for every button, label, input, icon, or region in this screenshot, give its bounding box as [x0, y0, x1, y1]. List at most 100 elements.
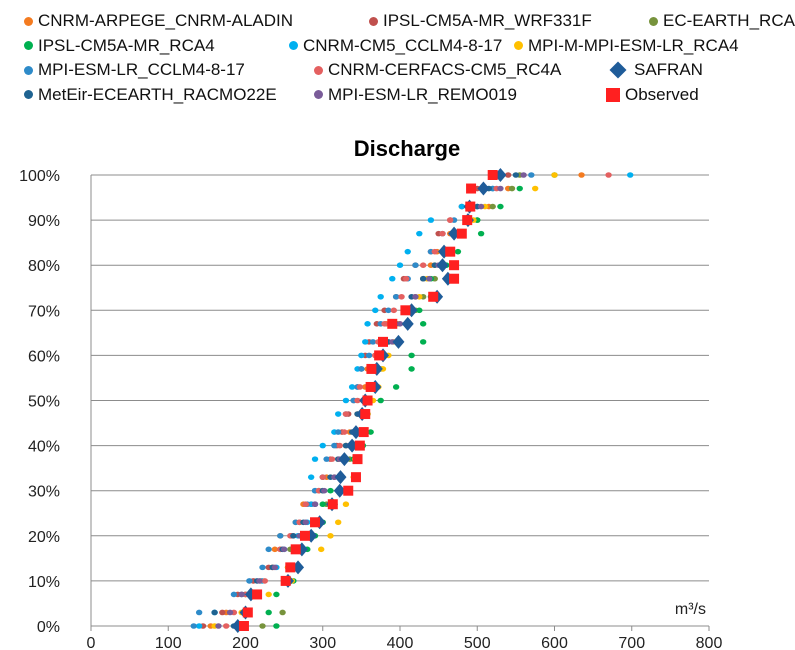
point-observed — [358, 427, 369, 438]
point-mpi-m-mpi-esm-lr-rca4 — [265, 591, 272, 598]
point-mpi-m-mpi-esm-lr-rca4 — [327, 533, 334, 539]
legend-swatch — [24, 90, 33, 99]
x-tick-label: 400 — [387, 635, 414, 650]
point-cnrm-cerfacs-cm5-rc4a — [342, 411, 350, 417]
point-observed — [290, 544, 301, 555]
point-ipsl-cm5a-mr-rca4 — [408, 352, 415, 359]
point-mpi-esm-lr-remo019 — [477, 203, 485, 210]
point-safran — [436, 258, 449, 273]
point-ipsl-cm5a-mr-rca4 — [327, 487, 334, 494]
point-cnrm-cerfacs-cm5-rc4a — [605, 172, 612, 178]
point-observed — [310, 517, 321, 528]
legend-swatch — [314, 90, 323, 99]
point-mpi-esm-lr-remo019 — [311, 501, 319, 508]
point-cnrm-cm5-cclm4-8-17 — [372, 307, 379, 314]
point-mpi-esm-lr-remo019 — [426, 275, 433, 282]
point-cnrm-cm5-cclm4-8-17 — [311, 456, 319, 462]
point-ipsl-cm5a-mr-rca4 — [408, 366, 415, 372]
point-mpi-esm-lr-remo019 — [396, 321, 404, 327]
point-cnrm-cm5-cclm4-8-17 — [335, 411, 342, 417]
point-cnrm-cm5-cclm4-8-17 — [416, 230, 423, 237]
point-observed — [242, 607, 253, 618]
legend-item: CNRM-ARPEGE_CNRM-ALADIN — [24, 10, 293, 32]
legend-swatch — [369, 16, 378, 26]
point-observed — [449, 260, 460, 271]
legend-swatch — [24, 16, 33, 26]
point-mpi-esm-lr-cclm4-8-17 — [365, 352, 373, 359]
legend-swatch — [24, 65, 33, 75]
y-tick-label: 100% — [19, 168, 60, 185]
point-cnrm-cerfacs-cm5-rc4a — [261, 578, 269, 584]
point-mpi-esm-lr-cclm4-8-17 — [412, 262, 419, 269]
point-ipsl-cm5a-mr-rca4 — [273, 591, 280, 598]
point-observed — [365, 381, 376, 392]
point-cnrm-cerfacs-cm5-rc4a — [319, 474, 326, 480]
point-ipsl-cm5a-mr-rca4 — [419, 321, 427, 327]
series-observed — [238, 170, 498, 631]
y-tick-label: 20% — [28, 529, 60, 546]
x-tick-label: 300 — [309, 635, 336, 650]
point-ipsl-cm5a-mr-rca4 — [377, 397, 384, 404]
point-observed — [366, 363, 377, 374]
legend-item: MPI-ESM-LR_CCLM4-8-17 — [24, 59, 245, 81]
point-ipsl-cm5a-mr-rca4 — [367, 429, 374, 435]
legend-label: MPI-ESM-LR_REMO019 — [328, 84, 517, 104]
point-mpi-esm-lr-remo019 — [256, 578, 263, 584]
point-meteir-ecearth-racmo22e — [211, 609, 218, 616]
point-cnrm-cerfacs-cm5-rc4a — [341, 429, 348, 435]
point-mpi-esm-lr-cclm4-8-17 — [190, 623, 197, 629]
point-observed — [466, 183, 477, 194]
point-mpi-esm-lr-cclm4-8-17 — [369, 339, 377, 345]
chart-legend: CNRM-ARPEGE_CNRM-ALADIN IPSL-CM5A-MR_WRF3… — [24, 10, 795, 128]
point-observed — [400, 305, 411, 316]
x-tick-label: 0 — [87, 635, 96, 650]
y-tick-label: 0% — [37, 619, 60, 636]
point-cnrm-cm5-cclm4-8-17 — [364, 321, 371, 327]
y-tick-label: 60% — [28, 348, 60, 365]
point-mpi-esm-lr-remo019 — [321, 487, 328, 494]
point-observed — [487, 170, 498, 180]
point-observed — [387, 318, 398, 329]
y-tick-label: 30% — [28, 484, 60, 501]
point-mpi-esm-lr-cclm4-8-17 — [246, 578, 253, 584]
point-mpi-esm-lr-remo019 — [412, 293, 419, 300]
legend-item: EC-EARTH_RCA4 — [649, 10, 795, 32]
legend-swatch — [514, 41, 523, 50]
point-cnrm-arpege-cnrm-aladin — [271, 546, 279, 553]
point-mpi-esm-lr-cclm4-8-17 — [358, 366, 365, 372]
point-mpi-esm-lr-remo019 — [520, 172, 527, 178]
point-observed — [465, 201, 476, 212]
point-cnrm-cm5-cclm4-8-17 — [362, 339, 369, 345]
x-tick-label: 700 — [618, 635, 645, 650]
legend-label: IPSL-CM5A-MR_RCA4 — [38, 35, 215, 55]
axes: 0% 10% 20% 30% 40% 50% 60% 70% 80% 90% 100% 0 100 200… — [19, 168, 722, 650]
y-tick-label: 50% — [28, 394, 60, 411]
x-axis-unit-label: m³/s — [675, 601, 706, 618]
legend-label: SAFRAN — [634, 60, 703, 79]
legend-label: MetEir-ECEARTH_RACMO22E — [38, 84, 277, 104]
point-cnrm-cerfacs-cm5-rc4a — [398, 293, 405, 300]
point-observed — [252, 589, 263, 600]
point-observed — [445, 246, 456, 257]
point-cnrm-cm5-cclm4-8-17 — [342, 397, 350, 404]
legend-item: CNRM-CERFACS-CM5_RC4A — [314, 59, 561, 81]
point-ipsl-cm5a-mr-rca4 — [497, 203, 504, 210]
point-cnrm-cerfacs-cm5-rc4a — [447, 217, 454, 223]
point-observed — [350, 472, 361, 483]
point-observed — [299, 530, 310, 541]
point-meteir-ecearth-racmo22e — [512, 172, 520, 178]
point-cnrm-cerfacs-cm5-rc4a — [356, 384, 364, 390]
point-observed — [343, 485, 354, 496]
point-safran — [401, 316, 414, 331]
point-mpi-esm-lr-cclm4-8-17 — [335, 429, 342, 435]
x-tick-label: 100 — [155, 635, 182, 650]
point-mpi-esm-lr-cclm4-8-17 — [392, 293, 400, 300]
legend-swatch — [606, 87, 620, 102]
point-cnrm-cm5-cclm4-8-17 — [427, 217, 435, 223]
data-points — [190, 168, 634, 633]
point-observed — [354, 440, 365, 451]
point-observed — [360, 409, 371, 420]
point-safran — [334, 470, 347, 485]
point-mpi-esm-lr-remo019 — [302, 519, 309, 526]
point-observed — [352, 454, 363, 465]
